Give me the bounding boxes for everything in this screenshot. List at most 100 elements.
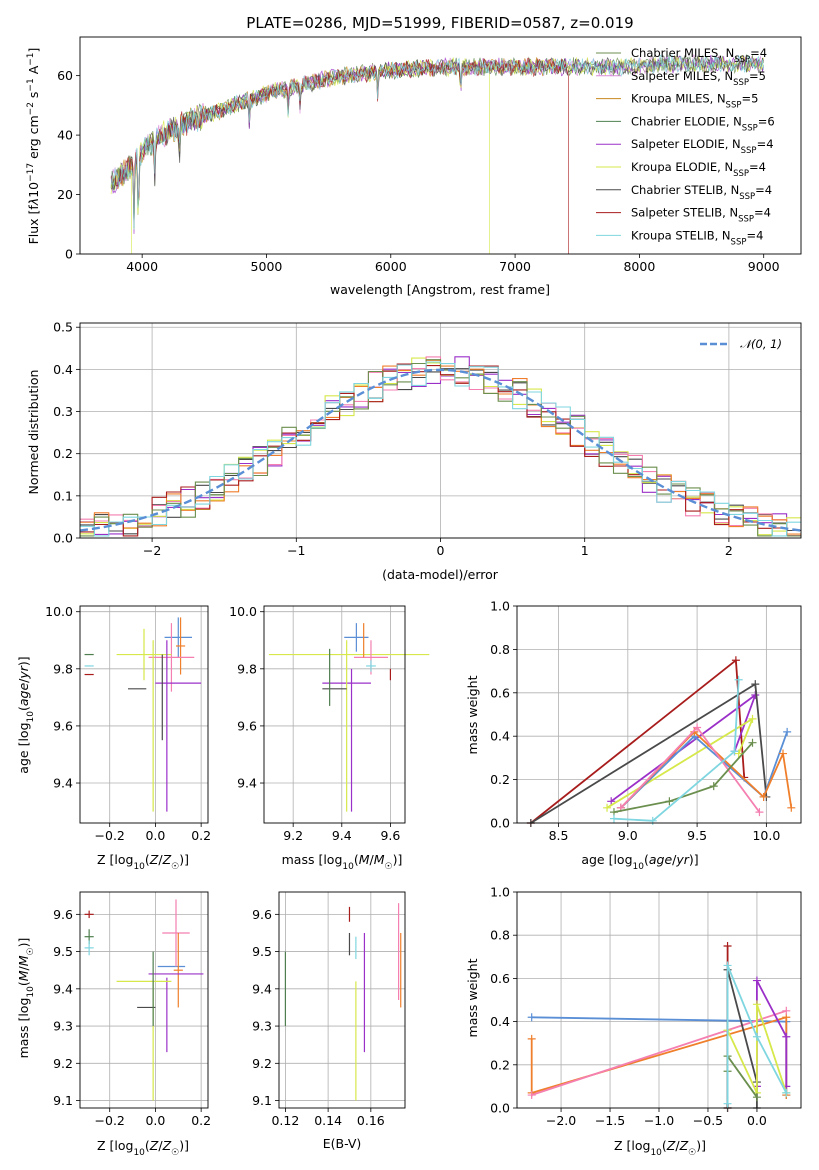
weight-vs-metallicity-marker [527, 1034, 536, 1043]
residual-ylabel: Normed distribution [26, 370, 41, 495]
spectrum-series-line [110, 57, 569, 254]
weight-vs-metallicity-ytick-label: 0.8 [490, 928, 510, 943]
spectrum-ytick-label: 40 [57, 128, 73, 143]
weight-vs-age-marker [731, 656, 740, 665]
mass-vs-extinction-ytick-label: 9.5 [252, 944, 272, 959]
weight-vs-age-marker [665, 797, 674, 806]
weight-vs-age-marker [748, 714, 757, 723]
residual-ytick-label: 0.2 [53, 446, 73, 461]
residual-ytick-label: 0.1 [53, 488, 73, 503]
weight-vs-age-marker [607, 797, 616, 806]
spectrum-ylabel: Flux [fλ10−17 erg cm−2 s−1 A−1] [26, 48, 41, 245]
weight-vs-metallicity-xtick-label: −1.0 [644, 1113, 674, 1128]
weight-vs-age-marker [734, 675, 743, 684]
weight-vs-metallicity-marker [723, 942, 732, 950]
mass-vs-metallicity-ytick-label: 9.5 [53, 944, 73, 959]
mass-vs-extinction-xtick-label: 0.14 [314, 1113, 342, 1128]
age-vs-metallicity-xtick-label: −0.2 [95, 828, 125, 843]
weight-vs-age-ytick-label: 0.4 [490, 729, 510, 744]
spectrum-legend-count: =4 [755, 183, 772, 197]
weight-vs-age-marker [778, 749, 787, 758]
residual-panel: (data-model)/error Normed distribution −… [26, 320, 802, 582]
weight-vs-metallicity-marker [782, 1088, 791, 1097]
weight-vs-metallicity-marker [752, 1093, 761, 1102]
spectrum-legend-subscript: SSP [738, 215, 754, 225]
weight-vs-age-ytick-label: 0.6 [490, 685, 510, 700]
residual-legend-entry: 𝒩(0, 1) [740, 337, 782, 351]
weight-vs-metallicity-marker [527, 1091, 536, 1100]
spectrum-legend-subscript: SSP [731, 237, 747, 247]
age-vs-mass-ytick-label: 9.4 [237, 776, 257, 791]
residual-xtick-label: 0 [437, 543, 445, 558]
residual-xtick-label: 1 [581, 543, 589, 558]
weight-vs-metallicity-xtick-label: −0.5 [693, 1113, 723, 1128]
weight-vs-metallicity-series-line [726, 1003, 788, 1094]
weight-vs-age-marker [748, 738, 757, 747]
weight-vs-age-ytick-label: 0.2 [490, 772, 510, 787]
mass-vs-extinction-xtick-label: 0.12 [271, 1113, 299, 1128]
residual-xtick-label: −1 [287, 543, 305, 558]
weight-vs-age-ytick-label: 0.0 [490, 816, 510, 831]
mass-vs-metallicity-xtick-label: 0.0 [145, 1113, 165, 1128]
age-vs-metallicity-ytick-label: 9.6 [53, 718, 73, 733]
spectrum-legend-count: =4 [757, 137, 774, 151]
weight-vs-metallicity-xtick-label: 0.0 [747, 1113, 767, 1128]
mass-vs-extinction-ytick-label: 9.2 [252, 1056, 272, 1071]
mass-vs-extinction-ytick-label: 9.3 [252, 1019, 272, 1034]
mass-vs-metallicity-ytick-label: 9.1 [53, 1093, 73, 1108]
age-vs-metallicity-xtick-label: 0.2 [191, 828, 211, 843]
spectrum-legend-subscript: SSP [726, 101, 742, 111]
mass-vs-extinction-xtick-label: 0.16 [357, 1113, 385, 1128]
age-vs-mass-xtick-label: 9.4 [332, 828, 352, 843]
spectrum-legend-subscript: SSP [734, 55, 750, 65]
mass-vs-extinction-xlabel: E(B-V) [323, 1136, 362, 1151]
mass-vs-extinction-ytick-label: 9.1 [252, 1093, 272, 1108]
mass-vs-metallicity-ytick-label: 9.3 [53, 1019, 73, 1034]
age-vs-mass-ytick-label: 9.8 [237, 661, 257, 676]
weight-vs-metallicity-panel: Z [log10(Z/Z☉)] mass weight −2.0 −1.5 −1.0… [465, 885, 802, 1158]
weight-vs-metallicity-xtick-label: −1.5 [595, 1113, 625, 1128]
weight-vs-age-xtick-label: 9.0 [618, 828, 638, 843]
residual-frame [79, 322, 802, 539]
spectrum-frame [79, 36, 802, 255]
weight-vs-age-marker [609, 814, 618, 823]
mass-vs-extinction-ytick-label: 9.6 [252, 907, 272, 922]
spectrum-legend-count: =4 [754, 206, 771, 220]
residual-ytick-label: 0.5 [53, 320, 73, 335]
weight-vs-age-ylabel: mass weight [465, 675, 480, 754]
mass-vs-extinction-panel: E(B-V) 0.12 0.14 0.16 9.1 9.2 9.3 9.4 9.5 9.6 [252, 891, 406, 1151]
spectrum-legend-count: =6 [758, 114, 775, 128]
mass-vs-extinction-frame [278, 891, 406, 1109]
spectrum-legend-subscript: SSP [733, 169, 749, 179]
spectrum-panel: PLATE=0286, MJD=51999, FIBERID=0587, z=0… [26, 14, 802, 297]
spectrum-xtick-label: 7000 [499, 259, 531, 274]
spectrum-legend-count: =5 [749, 69, 766, 83]
weight-vs-metallicity-ylabel: mass weight [465, 958, 480, 1037]
weight-vs-age-ytick-label: 0.8 [490, 642, 510, 657]
spectrum-legend-subscript: SSP [739, 192, 755, 202]
spectrum-legend-count: =4 [750, 46, 767, 60]
residual-ytick-label: 0.3 [53, 404, 73, 419]
mass-vs-metallicity-xtick-label: 0.2 [191, 1113, 211, 1128]
age-vs-metallicity-ytick-label: 9.4 [53, 776, 73, 791]
spectrum-legend-count: =4 [749, 160, 766, 174]
spectrum-legend-subscript: SSP [741, 146, 757, 156]
age-vs-metallicity-ytick-label: 9.8 [53, 661, 73, 676]
weight-vs-age-marker [783, 727, 792, 736]
residual-ytick-label: 0.0 [53, 531, 73, 546]
spectrum-xtick-label: 8000 [623, 259, 655, 274]
age-vs-metallicity-ytick-label: 10.0 [45, 604, 73, 619]
age-vs-mass-xtick-label: 9.2 [283, 828, 303, 843]
weight-vs-age-marker [751, 680, 760, 689]
weight-vs-age-series-line [613, 679, 740, 822]
mass-vs-metallicity-ytick-label: 9.6 [53, 907, 73, 922]
weight-vs-metallicity-marker [723, 961, 732, 970]
weight-vs-metallicity-frame [516, 891, 802, 1109]
age-vs-mass-ytick-label: 10.0 [229, 604, 257, 619]
weight-vs-metallicity-marker [752, 1000, 761, 1009]
spectrum-xlabel: wavelength [Angstrom, rest frame] [330, 282, 550, 297]
weight-vs-age-xtick-label: 8.5 [549, 828, 569, 843]
age-vs-mass-xtick-label: 9.6 [380, 828, 400, 843]
spectrum-legend-count: =4 [746, 228, 763, 242]
weight-vs-metallicity-ytick-label: 0.4 [490, 1014, 510, 1029]
